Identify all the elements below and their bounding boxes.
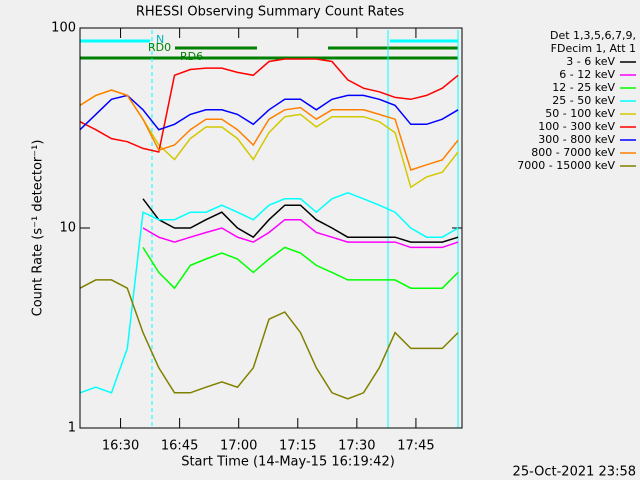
legend-label: 100 - 300 keV	[538, 120, 615, 133]
legend-label: 800 - 7000 keV	[531, 146, 615, 159]
legend-label: 7000 - 15000 keV	[517, 159, 615, 172]
legend-title: Det 1,3,5,6,7,9,	[550, 29, 636, 42]
state-bars	[80, 30, 459, 428]
legend-title: FDecim 1, Att 1	[551, 42, 636, 55]
annotation: N	[156, 33, 164, 46]
footer: 25-Oct-2021 23:58	[513, 465, 636, 480]
y-tick-label: 100	[51, 21, 76, 36]
legend-label: 6 - 12 keV	[559, 68, 615, 81]
x-tick-label: 16:45	[161, 439, 198, 454]
series-line	[79, 94, 459, 131]
y-axis-label: Count Rate (s⁻¹ detector⁻¹)	[31, 140, 46, 317]
legend-label: 25 - 50 keV	[552, 94, 615, 107]
legend-label: 12 - 25 keV	[552, 81, 615, 94]
series-line	[79, 89, 459, 171]
series-line	[79, 191, 459, 394]
legend-label: 50 - 100 keV	[545, 107, 615, 120]
chart-title: RHESSI Observing Summary Count Rates	[136, 5, 405, 20]
series-line	[79, 58, 459, 153]
x-tick-label: 17:15	[279, 439, 316, 454]
y-tick-label: 1	[68, 421, 76, 436]
x-tick-label: 17:30	[338, 439, 375, 454]
series-line	[142, 218, 459, 249]
x-tick-label: 17:00	[220, 439, 257, 454]
legend-label: 3 - 6 keV	[566, 55, 615, 68]
x-tick-label: 16:30	[102, 439, 139, 454]
series-line	[79, 279, 459, 400]
plot-frame	[79, 27, 463, 429]
x-axis-label: Start Time (14-May-15 16:19:42)	[181, 455, 395, 470]
series-line	[142, 246, 459, 290]
series-line	[142, 198, 459, 243]
annotation: RD0	[148, 41, 171, 54]
annotation: RD6	[180, 50, 203, 63]
legend-label: 300 - 800 keV	[538, 133, 615, 146]
y-tick-label: 10	[59, 221, 76, 236]
x-tick-label: 17:45	[397, 439, 434, 454]
